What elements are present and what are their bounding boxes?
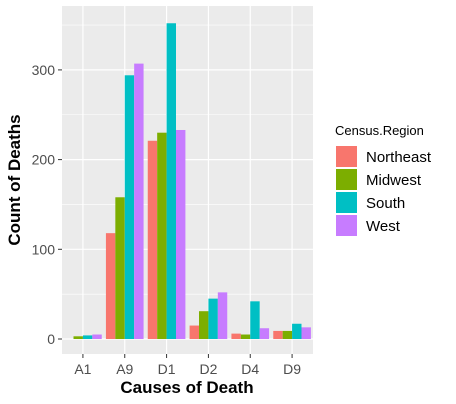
x-axis-ticks: A1 A9 D1 D2 D4 D9 [74, 354, 301, 377]
bar [231, 333, 241, 339]
legend: Census.Region Northeast Midwest South West [335, 123, 432, 236]
bar [250, 301, 260, 339]
bar [273, 330, 283, 339]
bar [259, 328, 270, 339]
x-tick-label: D1 [158, 361, 176, 377]
x-axis-title: Causes of Death [120, 378, 253, 397]
y-tick-label: 0 [47, 331, 55, 347]
bar [166, 23, 176, 339]
minor-gridlines [62, 24, 313, 295]
bar [208, 298, 218, 339]
bar [147, 140, 158, 339]
bar [282, 330, 293, 339]
y-tick-label: 100 [32, 241, 56, 257]
bar [82, 335, 93, 339]
bar [73, 336, 83, 339]
bar [105, 233, 116, 339]
y-tick-label: 200 [32, 152, 56, 168]
bar [157, 132, 167, 339]
bar [217, 292, 228, 339]
bar [199, 311, 209, 339]
x-tick-label: A1 [74, 361, 91, 377]
bar [240, 334, 251, 339]
y-tick-label: 300 [32, 62, 56, 78]
bars [73, 23, 311, 340]
bar [115, 197, 125, 339]
legend-key [336, 169, 357, 190]
bar [134, 63, 144, 339]
x-tick-label: D2 [199, 361, 217, 377]
legend-key [336, 192, 357, 213]
panel-background [62, 6, 313, 354]
legend-label: South [366, 195, 405, 212]
legend-label: West [366, 218, 401, 235]
bar [175, 129, 186, 339]
bar [92, 334, 102, 339]
x-tick-label: A9 [116, 361, 133, 377]
legend-key [336, 215, 357, 236]
x-tick-label: D9 [283, 361, 301, 377]
y-axis-title: Count of Deaths [5, 114, 24, 245]
legend-title: Census.Region [335, 123, 424, 138]
bar [301, 327, 311, 339]
y-axis-ticks: 0 100 200 300 [32, 62, 62, 347]
bar [124, 75, 135, 340]
bar [189, 325, 200, 339]
legend-label: Midwest [366, 172, 422, 189]
bar [292, 323, 302, 339]
legend-label: Northeast [366, 149, 432, 166]
x-tick-label: D4 [241, 361, 259, 377]
legend-key [336, 146, 357, 167]
